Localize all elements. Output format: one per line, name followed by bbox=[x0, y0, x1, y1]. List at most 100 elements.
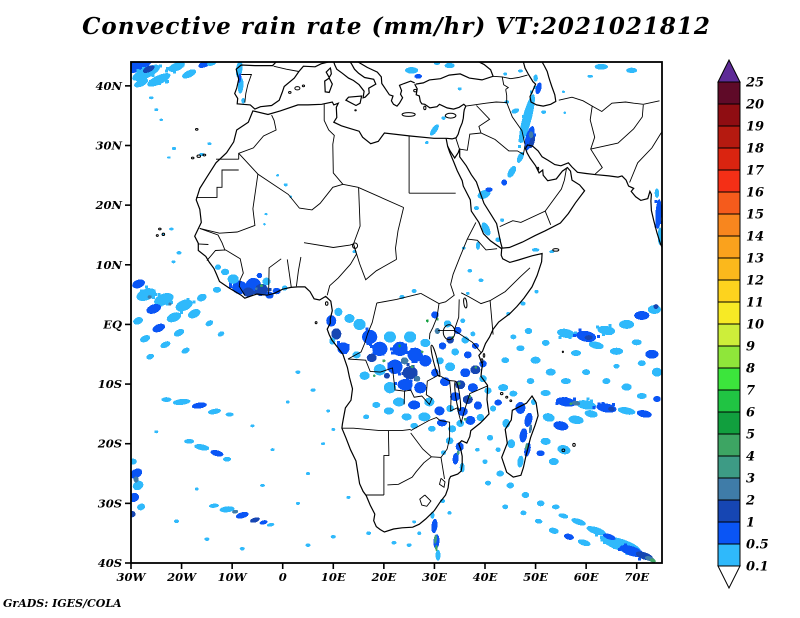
rain-cell bbox=[401, 413, 412, 421]
colorbar-segment bbox=[717, 279, 741, 303]
island-outline bbox=[288, 90, 292, 94]
rain-cell bbox=[541, 339, 550, 346]
rain-cell bbox=[594, 63, 608, 70]
rain-cell bbox=[588, 341, 604, 350]
colorbar-segment bbox=[717, 411, 741, 435]
island-outline bbox=[480, 358, 484, 364]
colorbar-segment bbox=[717, 81, 741, 105]
rain-speckle bbox=[165, 302, 169, 306]
map-outline-layer bbox=[155, 62, 662, 533]
country-border-path bbox=[303, 242, 354, 248]
rain-cell bbox=[586, 526, 606, 536]
rain-cell bbox=[147, 73, 171, 87]
rain-cell bbox=[372, 401, 381, 408]
rain-cell bbox=[597, 325, 616, 335]
y-tick-label: EQ bbox=[102, 317, 122, 331]
island-outline bbox=[572, 442, 576, 447]
rain-speckle bbox=[124, 65, 127, 68]
rain-cell bbox=[571, 518, 586, 526]
rain-cell bbox=[500, 218, 505, 222]
rain-speckle bbox=[597, 402, 601, 406]
colorbar-segment bbox=[717, 345, 741, 369]
rain-cell bbox=[169, 227, 174, 231]
island-outline bbox=[482, 353, 486, 358]
rain-cell bbox=[227, 274, 239, 284]
rain-cell bbox=[637, 360, 646, 367]
country-border-path bbox=[353, 187, 361, 245]
y-tick-label: 20S bbox=[97, 437, 122, 451]
country-border-path bbox=[431, 456, 445, 479]
rain-cell bbox=[520, 510, 527, 516]
rain-cell bbox=[152, 323, 166, 333]
y-tick-label: 10S bbox=[98, 377, 122, 391]
rain-speckle bbox=[659, 207, 662, 211]
rain-speckle bbox=[602, 537, 606, 541]
country-border-path bbox=[439, 420, 451, 458]
colorbar-tick-label: 14 bbox=[746, 230, 764, 245]
rain-cell bbox=[602, 378, 611, 385]
colorbar-tick-label: 5 bbox=[746, 428, 755, 443]
rain-speckle bbox=[336, 341, 340, 345]
rain-cell bbox=[285, 400, 290, 404]
country-border-path bbox=[489, 300, 494, 335]
rain-speckle bbox=[414, 360, 418, 364]
rain-cell bbox=[397, 379, 413, 391]
rain-cell bbox=[634, 311, 650, 320]
rain-cell bbox=[430, 124, 439, 136]
rain-cell bbox=[482, 459, 488, 464]
rain-cell bbox=[132, 279, 145, 289]
country-border-path bbox=[199, 174, 259, 234]
rain-cell bbox=[254, 283, 269, 296]
rain-cell bbox=[219, 506, 235, 513]
y-tick-label: 20N bbox=[94, 198, 122, 212]
rain-cell bbox=[466, 291, 470, 295]
country-border-path bbox=[493, 74, 528, 80]
coastline-path bbox=[194, 101, 543, 533]
rain-cell bbox=[435, 545, 438, 552]
colorbar-tick-label: 9 bbox=[746, 340, 755, 355]
country-border-path bbox=[459, 132, 526, 156]
rain-cell bbox=[568, 415, 584, 425]
rain-speckle bbox=[387, 362, 391, 366]
rain-cell bbox=[418, 412, 431, 422]
rain-speckle bbox=[180, 311, 184, 315]
y-tick-label: 30N bbox=[95, 139, 122, 153]
rain-cell bbox=[603, 533, 616, 541]
rain-speckle bbox=[564, 396, 568, 400]
country-border-path bbox=[591, 100, 660, 113]
rain-cell bbox=[207, 142, 212, 146]
rain-speckle bbox=[597, 335, 601, 339]
rain-cell bbox=[475, 241, 480, 250]
rain-cell bbox=[424, 397, 435, 407]
rain-cell bbox=[456, 419, 465, 428]
colorbar-tick-label: 2 bbox=[745, 494, 755, 509]
rain-cell bbox=[131, 468, 143, 479]
rain-speckle bbox=[594, 533, 598, 537]
rain-speckle bbox=[392, 351, 396, 355]
rain-cell bbox=[131, 510, 136, 518]
rain-speckle bbox=[165, 67, 169, 71]
rain-speckle bbox=[157, 82, 161, 86]
rain-speckle bbox=[595, 325, 599, 329]
rain-cell bbox=[408, 400, 421, 410]
rain-cell bbox=[166, 312, 182, 323]
lake-outline bbox=[463, 297, 468, 309]
colorbar-below-min-arrow bbox=[717, 565, 741, 590]
rain-speckle bbox=[144, 285, 148, 289]
rain-cell bbox=[410, 422, 418, 429]
rain-cell bbox=[516, 345, 525, 352]
rain-speckle bbox=[371, 344, 375, 348]
rain-cell bbox=[305, 472, 311, 476]
rain-cell bbox=[221, 268, 230, 276]
rain-speckle bbox=[144, 54, 147, 57]
rain-cell bbox=[621, 383, 632, 391]
island-outline bbox=[158, 227, 162, 231]
country-border-path bbox=[455, 137, 460, 149]
rain-cell bbox=[548, 527, 559, 534]
rain-speckle bbox=[405, 378, 409, 382]
rain-speckle bbox=[169, 301, 173, 305]
rain-speckle bbox=[253, 291, 257, 295]
rain-speckle bbox=[145, 55, 148, 58]
rain-cell bbox=[548, 458, 559, 466]
colorbar-tick-label: 16 bbox=[746, 186, 764, 201]
